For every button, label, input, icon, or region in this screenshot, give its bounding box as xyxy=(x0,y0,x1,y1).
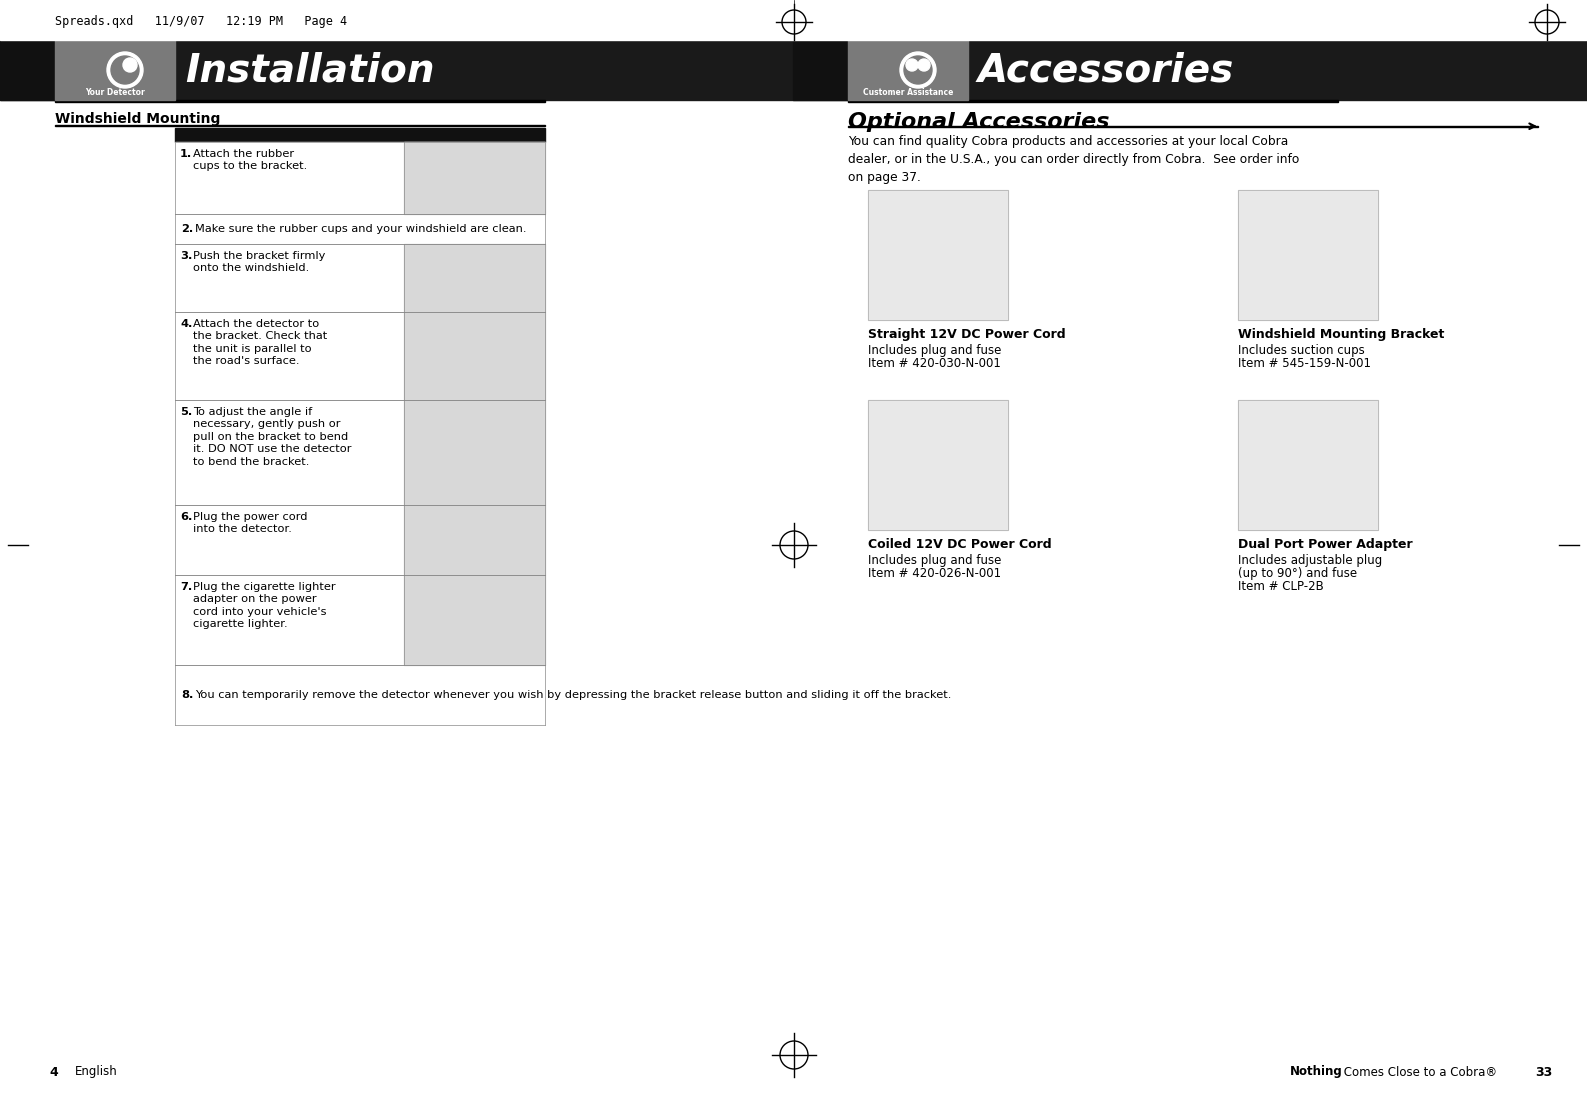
Bar xyxy=(175,400,544,505)
Circle shape xyxy=(906,59,917,72)
Text: Attach the detector to
the bracket. Check that
the unit is parallel to
the road': Attach the detector to the bracket. Chec… xyxy=(194,319,327,366)
Circle shape xyxy=(106,52,143,88)
Text: Installation: Installation xyxy=(186,51,435,89)
Bar xyxy=(794,40,1587,100)
Text: Comes Close to a Cobra®: Comes Close to a Cobra® xyxy=(1339,1066,1497,1078)
Text: Includes adjustable plug: Includes adjustable plug xyxy=(1238,554,1382,566)
Bar xyxy=(405,142,544,214)
Circle shape xyxy=(905,56,932,84)
Text: 6.: 6. xyxy=(179,512,192,522)
Text: English: English xyxy=(75,1066,117,1078)
Bar xyxy=(1238,190,1378,320)
Bar xyxy=(175,505,544,575)
Text: 4.: 4. xyxy=(179,319,192,329)
Text: 1.: 1. xyxy=(179,148,192,159)
Text: 2.: 2. xyxy=(181,224,194,234)
Text: Make sure the rubber cups and your windshield are clean.: Make sure the rubber cups and your winds… xyxy=(195,224,527,234)
Text: Straight 12V DC Power Cord: Straight 12V DC Power Cord xyxy=(868,328,1065,341)
Circle shape xyxy=(124,58,136,72)
Bar xyxy=(0,40,56,100)
Bar xyxy=(868,400,1008,530)
Text: 33: 33 xyxy=(1535,1066,1552,1078)
Bar xyxy=(405,505,544,575)
Bar xyxy=(40,1062,68,1082)
Bar xyxy=(56,124,544,126)
Bar xyxy=(847,40,968,100)
Bar xyxy=(405,400,544,505)
Bar xyxy=(175,244,544,312)
Bar xyxy=(868,190,1008,320)
Text: Attach the rubber
cups to the bracket.: Attach the rubber cups to the bracket. xyxy=(194,148,308,172)
Text: Plug the power cord
into the detector.: Plug the power cord into the detector. xyxy=(194,512,308,535)
Bar xyxy=(1530,1062,1558,1082)
Text: Includes plug and fuse: Includes plug and fuse xyxy=(868,344,1001,358)
Bar xyxy=(175,312,544,400)
Bar xyxy=(847,125,1538,126)
Text: Your Detector: Your Detector xyxy=(86,88,144,97)
Bar xyxy=(1238,190,1378,320)
Text: Plug the cigarette lighter
adapter on the power
cord into your vehicle's
cigaret: Plug the cigarette lighter adapter on th… xyxy=(194,582,335,629)
Bar xyxy=(868,190,1008,320)
Bar xyxy=(1238,400,1378,530)
Text: 8.: 8. xyxy=(181,690,194,700)
Bar xyxy=(175,666,544,725)
Text: You can temporarily remove the detector whenever you wish by depressing the brac: You can temporarily remove the detector … xyxy=(195,690,951,700)
Text: Push the bracket firmly
onto the windshield.: Push the bracket firmly onto the windshi… xyxy=(194,251,325,274)
Bar xyxy=(175,142,544,214)
Text: Includes plug and fuse: Includes plug and fuse xyxy=(868,554,1001,566)
Bar xyxy=(175,128,544,142)
Bar xyxy=(405,244,544,312)
Text: Windshield Mounting Bracket: Windshield Mounting Bracket xyxy=(1238,328,1444,341)
Text: Windshield Mounting: Windshield Mounting xyxy=(56,112,221,126)
Text: Item # 420-026-N-001: Item # 420-026-N-001 xyxy=(868,566,1001,580)
Bar xyxy=(847,100,1338,102)
Text: Accessories: Accessories xyxy=(978,51,1235,89)
Text: Item # 545-159-N-001: Item # 545-159-N-001 xyxy=(1238,358,1371,370)
Bar xyxy=(405,312,544,400)
Text: Item # 420-030-N-001: Item # 420-030-N-001 xyxy=(868,358,1001,370)
Text: Includes suction cups: Includes suction cups xyxy=(1238,344,1365,358)
Text: Coiled 12V DC Power Cord: Coiled 12V DC Power Cord xyxy=(868,538,1052,551)
Bar xyxy=(405,575,544,666)
Bar xyxy=(1238,400,1378,530)
Bar xyxy=(175,575,544,666)
Bar xyxy=(0,40,794,100)
Text: 3.: 3. xyxy=(179,251,192,261)
Text: (up to 90°) and fuse: (up to 90°) and fuse xyxy=(1238,566,1357,580)
Text: Customer Assistance: Customer Assistance xyxy=(863,88,954,97)
Text: 5.: 5. xyxy=(179,407,192,417)
Bar xyxy=(0,0,1587,40)
Text: Nothing: Nothing xyxy=(1290,1066,1343,1078)
Bar xyxy=(868,400,1008,530)
Text: Dual Port Power Adapter: Dual Port Power Adapter xyxy=(1238,538,1412,551)
Text: You can find quality Cobra products and accessories at your local Cobra
dealer, : You can find quality Cobra products and … xyxy=(847,135,1300,184)
Text: Item # CLP-2B: Item # CLP-2B xyxy=(1238,580,1324,593)
Circle shape xyxy=(900,52,936,88)
Bar xyxy=(56,100,544,102)
Bar xyxy=(56,40,175,100)
Circle shape xyxy=(917,59,930,72)
Text: Optional Accessories: Optional Accessories xyxy=(847,112,1109,132)
Text: To adjust the angle if
necessary, gently push or
pull on the bracket to bend
it.: To adjust the angle if necessary, gently… xyxy=(194,407,351,466)
Text: 7.: 7. xyxy=(179,582,192,592)
Text: 4: 4 xyxy=(49,1066,59,1078)
Circle shape xyxy=(111,56,140,84)
Bar xyxy=(794,40,847,100)
Bar xyxy=(175,214,544,244)
Text: Spreads.qxd   11/9/07   12:19 PM   Page 4: Spreads.qxd 11/9/07 12:19 PM Page 4 xyxy=(56,15,348,29)
